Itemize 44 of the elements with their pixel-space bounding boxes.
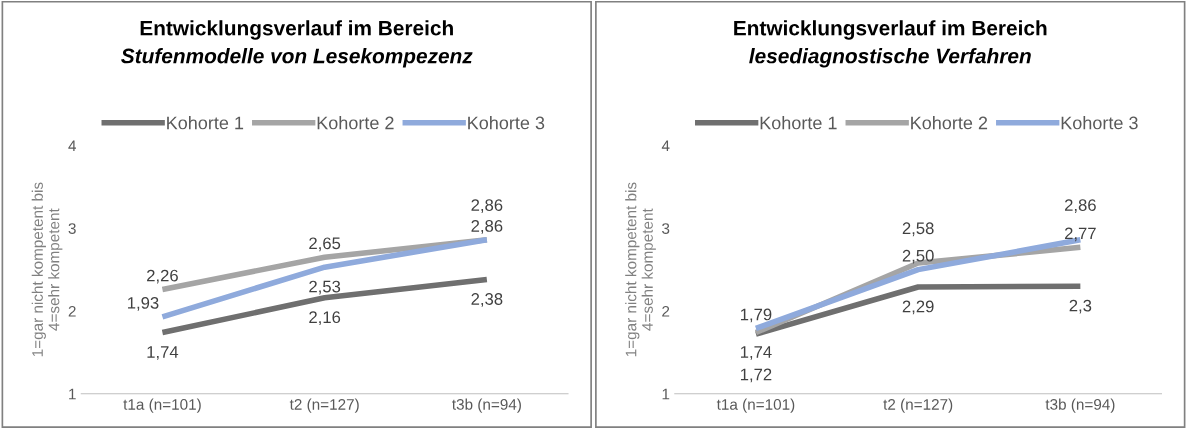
- data-label: 2,29: [902, 300, 934, 315]
- y-tick-label: 4: [68, 140, 76, 152]
- y-tick-label: 2: [68, 305, 76, 317]
- y-tick-label: 3: [662, 223, 670, 234]
- data-label: 2,53: [309, 280, 341, 295]
- y-axis-title: 1=gar nicht kompetent bis 4=sehr kompetent: [625, 182, 656, 357]
- y-tick-label: 1: [69, 388, 76, 400]
- data-label: 2,58: [902, 222, 934, 237]
- y-tick-label: 1: [662, 388, 670, 400]
- chart-title: Entwicklungsverlauf im Bereich: [140, 20, 453, 40]
- data-label: 2,86: [471, 220, 503, 234]
- x-tick-label: t2 (n=127): [289, 398, 359, 413]
- x-tick-label: t2 (n=127): [883, 398, 953, 413]
- y-tick-label: 3: [68, 223, 76, 234]
- data-label: 2,86: [1064, 199, 1096, 213]
- y-tick-label: 2: [662, 305, 670, 317]
- chart-subtitle: Stufenmodelle von Lesekompezenz: [121, 48, 473, 68]
- chart-subtitle: lesediagnostische Verfahren: [749, 48, 1031, 68]
- legend-label: Kohorte 1: [167, 116, 244, 130]
- data-label: 2,65: [309, 237, 341, 252]
- legend-label: Kohorte 2: [911, 116, 988, 130]
- legend-label: Kohorte 3: [1061, 116, 1138, 130]
- data-label: 2,3: [1069, 299, 1092, 314]
- chart-title: Entwicklungsverlauf im Bereich: [734, 20, 1047, 40]
- data-label: 2,77: [1064, 227, 1096, 242]
- x-tick-label: t3b (n=94): [452, 398, 521, 413]
- data-label: 2,86: [471, 199, 503, 213]
- legend-label: Kohorte 1: [760, 116, 837, 130]
- data-label: 1,93: [128, 296, 159, 311]
- data-label: 1,74: [147, 346, 179, 360]
- x-tick-label: t1a (n=101): [716, 398, 795, 413]
- x-tick-label: t3b (n=94): [1045, 398, 1115, 413]
- legend-label: Kohorte 2: [317, 116, 394, 130]
- data-label: 2,26: [147, 269, 178, 284]
- y-tick-label: 4: [661, 140, 670, 152]
- data-label: 2,38: [471, 293, 503, 307]
- data-label: 1,79: [740, 308, 772, 323]
- data-label: 2,16: [309, 311, 341, 326]
- data-label: 2,50: [902, 249, 934, 264]
- data-label: 1,72: [740, 368, 772, 383]
- data-label: 1,74: [740, 346, 772, 360]
- legend-label: Kohorte 3: [468, 116, 545, 130]
- y-axis-title: 1=gar nicht kompetent bis 4=sehr kompetent: [31, 182, 63, 357]
- x-tick-label: t1a (n=101): [123, 398, 201, 413]
